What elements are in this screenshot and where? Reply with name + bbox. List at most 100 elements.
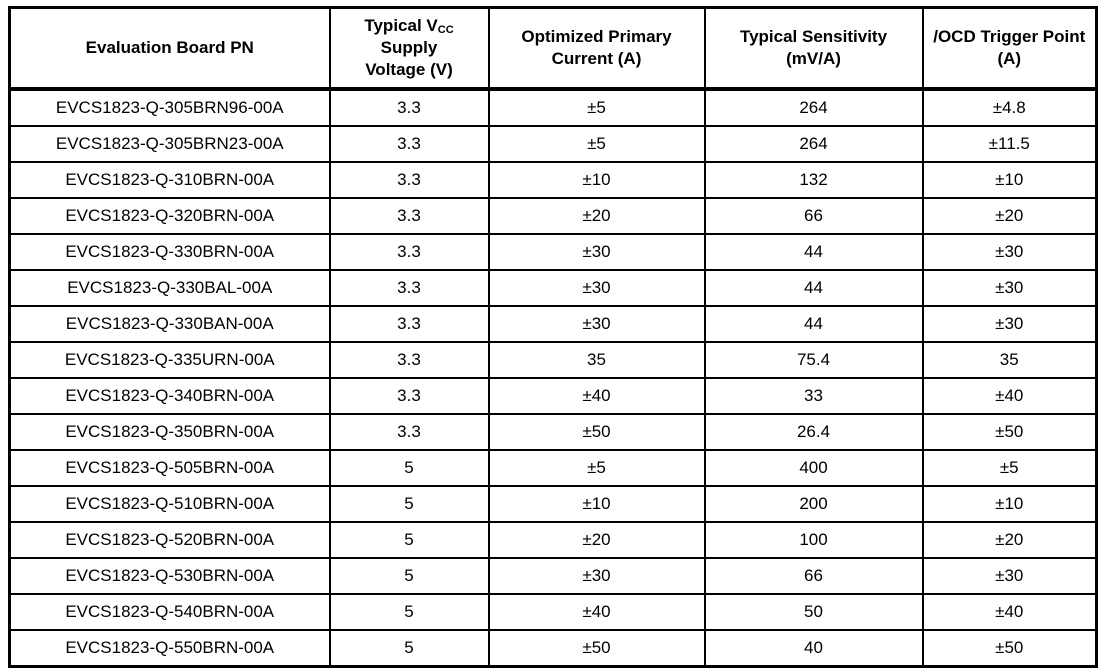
cell-sensitivity: 132: [703, 160, 924, 199]
cell-ocd-trigger: ±50: [921, 412, 1098, 451]
cell-ocd-trigger: ±20: [921, 520, 1098, 559]
cell-ocd-trigger: ±11.5: [921, 124, 1098, 163]
cell-primary-current: ±10: [487, 160, 706, 199]
cell-board-pn: EVCS1823-Q-350BRN-00A: [8, 412, 331, 451]
cell-primary-current: ±20: [487, 520, 706, 559]
cell-sensitivity: 66: [703, 556, 924, 595]
cell-primary-current: ±50: [487, 412, 706, 451]
cell-ocd-trigger: ±40: [921, 376, 1098, 415]
cell-sensitivity: 50: [703, 592, 924, 631]
cell-board-pn: EVCS1823-Q-310BRN-00A: [8, 160, 331, 199]
cell-vcc-voltage: 5: [328, 628, 490, 668]
table-row: EVCS1823-Q-330BAL-00A 3.3 ±30 44 ±30: [8, 268, 1098, 307]
cell-board-pn: EVCS1823-Q-540BRN-00A: [8, 592, 331, 631]
cell-vcc-voltage: 3.3: [328, 160, 490, 199]
cell-sensitivity: 44: [703, 232, 924, 271]
cell-sensitivity: 75.4: [703, 340, 924, 379]
cell-primary-current: ±50: [487, 628, 706, 668]
cell-vcc-voltage: 3.3: [328, 412, 490, 451]
cell-sensitivity: 264: [703, 124, 924, 163]
cell-board-pn: EVCS1823-Q-340BRN-00A: [8, 376, 331, 415]
cell-board-pn: EVCS1823-Q-320BRN-00A: [8, 196, 331, 235]
cell-primary-current: ±40: [487, 376, 706, 415]
table-row: EVCS1823-Q-530BRN-00A 5 ±30 66 ±30: [8, 556, 1098, 595]
cell-sensitivity: 40: [703, 628, 924, 668]
cell-ocd-trigger: ±10: [921, 484, 1098, 523]
table-row: EVCS1823-Q-305BRN96-00A 3.3 ±5 264 ±4.8: [8, 87, 1098, 127]
cell-sensitivity: 100: [703, 520, 924, 559]
cell-primary-current: ±20: [487, 196, 706, 235]
cell-vcc-voltage: 3.3: [328, 268, 490, 307]
cell-ocd-trigger: ±4.8: [921, 87, 1098, 127]
cell-sensitivity: 66: [703, 196, 924, 235]
cell-vcc-voltage: 3.3: [328, 124, 490, 163]
cell-vcc-voltage: 5: [328, 592, 490, 631]
cell-board-pn: EVCS1823-Q-305BRN96-00A: [8, 87, 331, 127]
cell-vcc-voltage: 3.3: [328, 304, 490, 343]
table-row: EVCS1823-Q-330BAN-00A 3.3 ±30 44 ±30: [8, 304, 1098, 343]
table-row: EVCS1823-Q-505BRN-00A 5 ±5 400 ±5: [8, 448, 1098, 487]
cell-vcc-voltage: 3.3: [328, 87, 490, 127]
col-header-vcc-supply-voltage: Typical VCC Supply Voltage (V): [328, 6, 490, 91]
cell-primary-current: ±30: [487, 268, 706, 307]
cell-primary-current: ±30: [487, 304, 706, 343]
col-header-evaluation-board-pn: Evaluation Board PN: [8, 6, 331, 91]
cell-board-pn: EVCS1823-Q-330BAN-00A: [8, 304, 331, 343]
table-row: EVCS1823-Q-550BRN-00A 5 ±50 40 ±50: [8, 628, 1098, 668]
cell-ocd-trigger: ±30: [921, 232, 1098, 271]
cell-board-pn: EVCS1823-Q-305BRN23-00A: [8, 124, 331, 163]
cell-primary-current: ±5: [487, 448, 706, 487]
cell-sensitivity: 400: [703, 448, 924, 487]
cell-primary-current: ±40: [487, 592, 706, 631]
cell-ocd-trigger: 35: [921, 340, 1098, 379]
table-row: EVCS1823-Q-320BRN-00A 3.3 ±20 66 ±20: [8, 196, 1098, 235]
col-header-ocd-trigger-point: /OCD Trigger Point (A): [921, 6, 1098, 91]
cell-sensitivity: 33: [703, 376, 924, 415]
cell-board-pn: EVCS1823-Q-330BAL-00A: [8, 268, 331, 307]
table-row: EVCS1823-Q-540BRN-00A 5 ±40 50 ±40: [8, 592, 1098, 631]
cell-sensitivity: 26.4: [703, 412, 924, 451]
cell-vcc-voltage: 3.3: [328, 340, 490, 379]
cell-board-pn: EVCS1823-Q-530BRN-00A: [8, 556, 331, 595]
cell-primary-current: ±30: [487, 556, 706, 595]
cell-ocd-trigger: ±30: [921, 268, 1098, 307]
cell-vcc-voltage: 3.3: [328, 196, 490, 235]
cell-sensitivity: 264: [703, 87, 924, 127]
table-row: EVCS1823-Q-520BRN-00A 5 ±20 100 ±20: [8, 520, 1098, 559]
evaluation-board-table: Evaluation Board PN Typical VCC Supply V…: [8, 6, 1098, 668]
datasheet-page: Evaluation Board PN Typical VCC Supply V…: [8, 6, 1098, 668]
cell-vcc-voltage: 3.3: [328, 232, 490, 271]
table-row: EVCS1823-Q-340BRN-00A 3.3 ±40 33 ±40: [8, 376, 1098, 415]
table-row: EVCS1823-Q-305BRN23-00A 3.3 ±5 264 ±11.5: [8, 124, 1098, 163]
cell-board-pn: EVCS1823-Q-335URN-00A: [8, 340, 331, 379]
col-header-optimized-primary-current: Optimized Primary Current (A): [487, 6, 706, 91]
header-row: Evaluation Board PN Typical VCC Supply V…: [8, 6, 1098, 91]
vcc-subscript: CC: [437, 24, 454, 36]
cell-vcc-voltage: 5: [328, 520, 490, 559]
cell-ocd-trigger: ±30: [921, 304, 1098, 343]
table-row: EVCS1823-Q-335URN-00A 3.3 35 75.4 35: [8, 340, 1098, 379]
table-body: EVCS1823-Q-305BRN96-00A 3.3 ±5 264 ±4.8 EVCS1…: [8, 87, 1098, 668]
cell-ocd-trigger: ±20: [921, 196, 1098, 235]
cell-sensitivity: 44: [703, 268, 924, 307]
cell-ocd-trigger: ±40: [921, 592, 1098, 631]
cell-ocd-trigger: ±5: [921, 448, 1098, 487]
cell-ocd-trigger: ±10: [921, 160, 1098, 199]
vcc-header-line3: Voltage (V): [365, 59, 453, 79]
cell-primary-current: 35: [487, 340, 706, 379]
table-row: EVCS1823-Q-350BRN-00A 3.3 ±50 26.4 ±50: [8, 412, 1098, 451]
table-row: EVCS1823-Q-510BRN-00A 5 ±10 200 ±10: [8, 484, 1098, 523]
cell-primary-current: ±30: [487, 232, 706, 271]
cell-board-pn: EVCS1823-Q-520BRN-00A: [8, 520, 331, 559]
cell-board-pn: EVCS1823-Q-330BRN-00A: [8, 232, 331, 271]
table-row: EVCS1823-Q-310BRN-00A 3.3 ±10 132 ±10: [8, 160, 1098, 199]
cell-sensitivity: 44: [703, 304, 924, 343]
cell-vcc-voltage: 3.3: [328, 376, 490, 415]
cell-sensitivity: 200: [703, 484, 924, 523]
cell-board-pn: EVCS1823-Q-505BRN-00A: [8, 448, 331, 487]
cell-primary-current: ±5: [487, 87, 706, 127]
vcc-header-line1: Typical VCC: [364, 16, 454, 36]
table-row: EVCS1823-Q-330BRN-00A 3.3 ±30 44 ±30: [8, 232, 1098, 271]
cell-vcc-voltage: 5: [328, 556, 490, 595]
cell-vcc-voltage: 5: [328, 484, 490, 523]
